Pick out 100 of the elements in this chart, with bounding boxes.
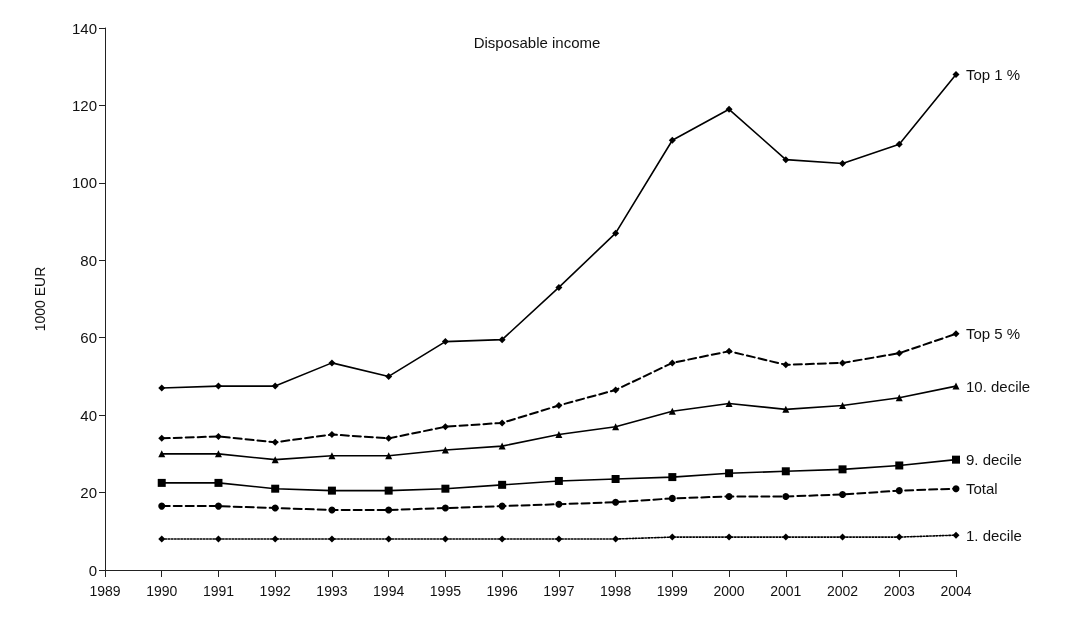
x-tick-label: 2001 [770,583,802,599]
point [441,504,449,512]
point [725,533,733,541]
point [498,336,506,344]
x-tick-label: 1991 [202,583,235,599]
point [782,361,790,369]
point [214,382,222,390]
point [725,469,734,478]
point [782,492,790,500]
point [328,359,336,367]
point [668,494,676,502]
point [612,386,620,394]
point [725,492,733,500]
point [839,533,847,541]
point [385,535,393,543]
x-tick-label: 1992 [259,583,291,599]
point [612,229,620,237]
point [271,504,279,512]
point [952,70,960,78]
x-tick-label: 1989 [89,583,121,599]
point [271,382,279,390]
series-label: 1. decile [966,526,1022,544]
x-tick-label: 1996 [486,583,518,599]
point [895,349,903,357]
point [952,382,960,390]
point [328,535,336,543]
point [385,434,393,442]
point [555,431,563,438]
point [782,156,790,164]
point [668,359,676,367]
point [555,283,563,291]
point [725,347,733,355]
point [158,434,166,442]
point [441,338,449,346]
point [895,140,903,148]
point [157,478,166,487]
point [668,533,676,541]
point [385,372,393,380]
point [271,438,279,446]
series-label: Total [966,480,998,498]
point [385,506,393,514]
point [555,401,563,409]
point [271,535,279,543]
point [441,484,450,493]
x-tick-label: 2004 [940,583,972,599]
series-label: 10. decile [966,377,1031,395]
point [555,535,563,543]
series-label: Top 1 % [966,65,1021,83]
point [839,401,847,409]
point [214,478,223,487]
x-tick-label: 2003 [883,583,916,599]
x-tick-label: 2000 [713,583,745,599]
point [214,432,222,440]
point [384,486,393,495]
y-tick-label: 60 [80,329,97,347]
point [555,500,563,508]
point [328,431,336,438]
point [952,531,960,539]
y-tick-label: 40 [80,406,97,424]
point [952,485,960,493]
series-label: Top 5 % [966,325,1021,343]
point [441,423,449,431]
point [895,487,903,495]
point [498,442,506,450]
x-tick-label: 1990 [146,583,178,599]
point [612,498,620,506]
point [839,491,847,499]
x-tick-label: 1997 [543,583,575,599]
y-tick-label: 140 [71,19,97,37]
point [952,330,960,338]
point [214,502,222,510]
point [895,533,903,541]
point [668,407,676,415]
point [441,535,449,543]
y-tick-label: 20 [80,484,97,502]
point [498,502,506,510]
y-axis-title: 1000 EUR [32,266,48,332]
x-tick-label: 1995 [429,583,462,599]
y-tick-label: 120 [71,96,97,114]
point [895,461,904,470]
chart-title: Disposable income [473,34,601,51]
point [612,423,620,431]
point [725,400,733,408]
point [612,535,620,543]
x-tick-label: 1994 [373,583,405,599]
y-tick-label: 0 [88,561,97,579]
x-tick-label: 2002 [826,583,859,599]
point [158,502,166,510]
point [668,473,677,482]
x-tick-label: 1998 [600,583,632,599]
point [327,486,336,495]
point [158,535,166,543]
y-tick-label: 80 [80,251,97,269]
point [498,419,506,427]
point [781,467,790,476]
x-tick-label: 1993 [316,583,348,599]
point [158,384,166,392]
point [725,105,733,113]
point [214,535,222,543]
point [498,480,507,489]
